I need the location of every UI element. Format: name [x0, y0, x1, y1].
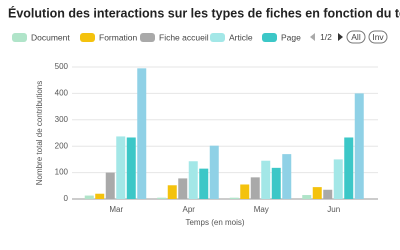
bar — [137, 68, 147, 199]
bar — [209, 145, 219, 199]
bar — [333, 159, 343, 199]
legend-swatch[interactable] — [80, 33, 95, 42]
legend-label[interactable]: Page — [281, 32, 301, 42]
y-tick-label: 500 — [55, 62, 69, 71]
bar — [84, 195, 94, 199]
legend-prev[interactable] — [310, 33, 315, 41]
legend-swatch[interactable] — [140, 33, 155, 42]
x-tick-label: May — [254, 205, 269, 214]
bar — [282, 154, 292, 199]
legend-label[interactable]: Fiche accueil — [159, 32, 209, 42]
bar — [105, 172, 115, 199]
bar — [178, 178, 188, 199]
legend-label[interactable]: Document — [31, 32, 70, 42]
y-tick-label: 200 — [55, 141, 69, 150]
y-tick-label: 100 — [55, 168, 69, 177]
legend-all-button[interactable] — [346, 30, 366, 44]
chart-title: Évolution des interactions sur les types… — [8, 5, 400, 20]
legend-next[interactable] — [338, 33, 343, 41]
bar — [271, 167, 281, 199]
y-tick-label: 300 — [55, 115, 69, 124]
bar — [116, 136, 126, 199]
bar — [312, 187, 322, 199]
legend-swatch[interactable] — [210, 33, 225, 42]
y-tick-label: 400 — [55, 89, 69, 98]
legend-label[interactable]: Formation — [99, 32, 138, 42]
x-tick-label: Apr — [183, 205, 196, 214]
bar — [188, 161, 198, 199]
bar — [157, 197, 167, 199]
bar — [199, 168, 209, 199]
bar — [354, 93, 364, 199]
bar — [126, 137, 136, 199]
legend-swatch[interactable] — [12, 33, 27, 42]
legend-swatch[interactable] — [262, 33, 277, 42]
x-axis-title: Temps (en mois) — [185, 218, 244, 227]
y-axis-title: Nombre total de contributions — [35, 81, 44, 186]
bar — [250, 177, 260, 199]
legend-label[interactable]: Article — [229, 32, 253, 42]
legend-page: 1/2 — [320, 32, 332, 42]
bar — [302, 195, 312, 199]
bar — [344, 137, 354, 199]
legend-all[interactable]: All — [351, 32, 361, 42]
x-tick-label: Jun — [327, 205, 340, 214]
legend-inv[interactable]: Inv — [372, 32, 384, 42]
bar — [229, 197, 239, 199]
bar — [323, 189, 333, 199]
bar — [261, 160, 271, 199]
bar — [95, 193, 105, 199]
bar — [167, 185, 177, 199]
bar — [240, 184, 250, 199]
legend-inv-button[interactable] — [368, 30, 388, 44]
x-tick-label: Mar — [109, 205, 123, 214]
y-tick-label: 0 — [64, 194, 69, 203]
